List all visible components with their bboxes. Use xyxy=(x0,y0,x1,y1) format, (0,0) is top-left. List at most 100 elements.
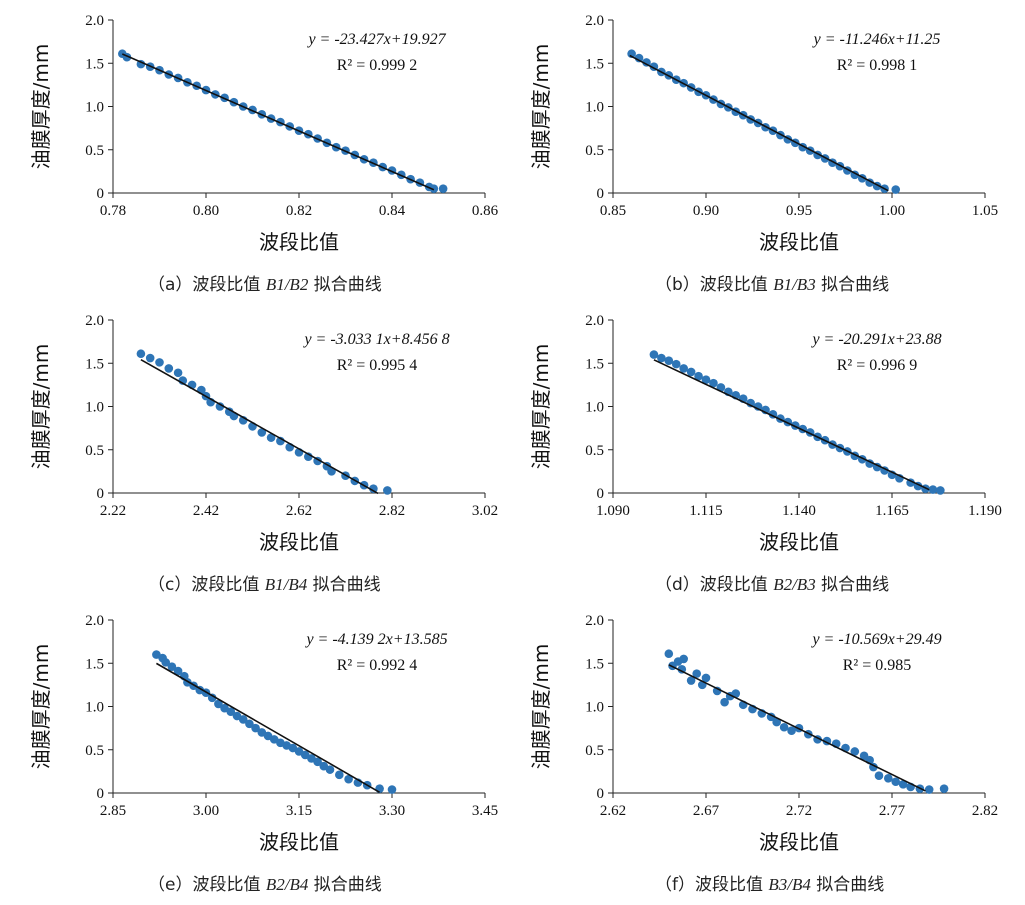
y-tick-label: 1.5 xyxy=(85,656,104,672)
chart-panel-d: 0 0.5 1.0 1.5 2.0 1.090 1.115 1.140 1.165 1.190 波段… xyxy=(500,300,1002,600)
y-tick-label: 0 xyxy=(597,186,605,202)
x-tick-label: 3.15 xyxy=(286,803,312,819)
x-tick-label: 3.45 xyxy=(472,803,498,819)
y-tick-label: 2.0 xyxy=(85,613,104,629)
x-axis-title: 波段比值 xyxy=(759,830,839,854)
data-point xyxy=(720,697,729,707)
data-point xyxy=(679,364,688,373)
fit-equation: y = -11.246x+11.25 xyxy=(812,31,941,48)
y-tick-label: 0 xyxy=(97,786,105,802)
x-tick-label: 1.190 xyxy=(968,503,1002,519)
x-axis-title: 波段比值 xyxy=(259,530,339,554)
x-tick-label: 0.86 xyxy=(472,203,499,219)
caption-d: （d）波段比值 B2/B3 拟合曲线 xyxy=(655,575,890,595)
x-tick-label: 2.67 xyxy=(693,803,720,819)
x-tick-label: 0.85 xyxy=(600,203,626,219)
fit-line xyxy=(668,664,926,792)
fit-equation: y = -23.427x+19.927 xyxy=(306,31,446,48)
y-tick-label: 2.0 xyxy=(585,613,604,629)
data-point xyxy=(173,368,183,378)
fit-equation: y = -3.033 1x+8.456 8 xyxy=(302,331,449,348)
y-axis-title: 油膜厚度/mm xyxy=(29,44,53,170)
x-tick-label: 2.22 xyxy=(100,503,126,519)
chart-svg-b: 0 0.5 1.0 1.5 2.0 0.85 0.90 0.95 1.00 1.05 波段比值 油膜厚… xyxy=(529,13,998,254)
x-axis-title: 波段比值 xyxy=(259,830,339,854)
data-point xyxy=(429,184,439,193)
data-point xyxy=(266,433,276,442)
data-point xyxy=(145,353,155,363)
data-point xyxy=(787,726,796,736)
y-tick-label: 0.5 xyxy=(585,743,604,759)
y-tick-label: 0.5 xyxy=(85,143,104,159)
x-axis-title: 波段比值 xyxy=(759,230,839,254)
data-point xyxy=(779,722,789,732)
data-point xyxy=(692,669,701,678)
x-tick-label: 1.05 xyxy=(972,203,998,219)
x-tick-label: 3.30 xyxy=(379,803,405,819)
data-point xyxy=(207,693,217,703)
fit-line xyxy=(121,53,435,191)
data-point xyxy=(335,770,344,780)
data-point xyxy=(928,485,938,494)
data-point xyxy=(772,717,781,727)
y-tick-label: 1.5 xyxy=(585,656,604,672)
x-tick-label: 2.82 xyxy=(972,803,998,819)
data-point xyxy=(679,654,688,664)
data-point xyxy=(671,359,681,369)
fit-line xyxy=(653,359,930,491)
fit-r-squared: R² = 0.992 4 xyxy=(337,657,418,674)
data-point xyxy=(215,402,225,411)
x-tick-label: 1.00 xyxy=(879,203,905,219)
fit-line xyxy=(140,358,379,495)
data-point xyxy=(731,689,741,698)
y-tick-label: 1.0 xyxy=(585,400,604,416)
data-point xyxy=(686,367,696,377)
chart-panel-e: 0 0.5 1.0 1.5 2.0 2.85 3.00 3.15 3.30 3.45 波段比值 油膜厚… xyxy=(0,600,500,900)
y-axis-title: 油膜厚度/mm xyxy=(529,344,553,470)
data-point xyxy=(438,184,448,193)
data-point xyxy=(164,364,174,373)
y-tick-label: 2.0 xyxy=(85,313,104,329)
data-point xyxy=(891,777,901,787)
chart-panel-f: 0 0.5 1.0 1.5 2.0 2.62 2.67 2.72 2.77 2.82 波段比值 油膜厚… xyxy=(500,600,1000,900)
y-axis-title: 油膜厚度/mm xyxy=(529,44,553,170)
data-point xyxy=(161,658,170,667)
y-axis-title: 油膜厚度/mm xyxy=(29,644,53,770)
y-tick-label: 0.5 xyxy=(85,743,104,759)
x-tick-label: 0.84 xyxy=(379,203,406,219)
y-tick-label: 2.0 xyxy=(585,13,604,29)
chart-svg-c: 0 0.5 1.0 1.5 2.0 2.22 2.42 2.62 2.82 3.02 波段比值 油膜厚… xyxy=(29,313,498,554)
data-point xyxy=(701,375,711,384)
caption-a: （a）波段比值 B1/B2 拟合曲线 xyxy=(148,275,382,295)
y-tick-label: 0.5 xyxy=(585,143,604,159)
x-tick-label: 2.82 xyxy=(379,503,405,519)
fit-r-squared: R² = 0.998 1 xyxy=(837,57,918,74)
data-point xyxy=(649,350,659,359)
y-tick-label: 2.0 xyxy=(585,313,604,329)
y-axis-title: 油膜厚度/mm xyxy=(29,344,53,470)
chart-panel-a: 0 0.5 1.0 1.5 2.0 0.78 0.80 0.82 0.84 0.86 波段比值 油膜厚… xyxy=(0,0,500,300)
chart-svg-d: 0 0.5 1.0 1.5 2.0 1.090 1.115 1.140 1.165 1.190 波段… xyxy=(529,313,1002,554)
fit-equation: y = -4.139 2x+13.585 xyxy=(304,631,447,648)
data-point xyxy=(173,666,183,676)
data-point xyxy=(344,774,353,784)
chart-svg-f: 0 0.5 1.0 1.5 2.0 2.62 2.67 2.72 2.77 2.82 波段比值 油膜厚… xyxy=(529,613,998,854)
y-tick-label: 1.0 xyxy=(85,700,104,716)
x-tick-label: 2.62 xyxy=(286,503,312,519)
y-tick-label: 0 xyxy=(97,486,105,502)
y-tick-label: 1.5 xyxy=(585,356,604,372)
x-tick-label: 1.165 xyxy=(875,503,909,519)
x-tick-label: 2.77 xyxy=(879,803,906,819)
data-point xyxy=(924,785,934,794)
x-tick-label: 0.95 xyxy=(786,203,812,219)
x-tick-label: 0.90 xyxy=(693,203,719,219)
fit-line xyxy=(155,662,381,793)
data-point xyxy=(257,428,267,437)
data-point xyxy=(313,757,322,767)
y-tick-label: 0 xyxy=(97,186,105,202)
fit-r-squared: R² = 0.999 2 xyxy=(337,57,418,74)
x-tick-label: 0.82 xyxy=(286,203,312,219)
caption-b: （b）波段比值 B1/B3 拟合曲线 xyxy=(655,275,890,295)
data-point xyxy=(709,378,718,388)
chart-svg-a: 0 0.5 1.0 1.5 2.0 0.78 0.80 0.82 0.84 0.86 波段比值 油膜厚… xyxy=(29,13,499,254)
